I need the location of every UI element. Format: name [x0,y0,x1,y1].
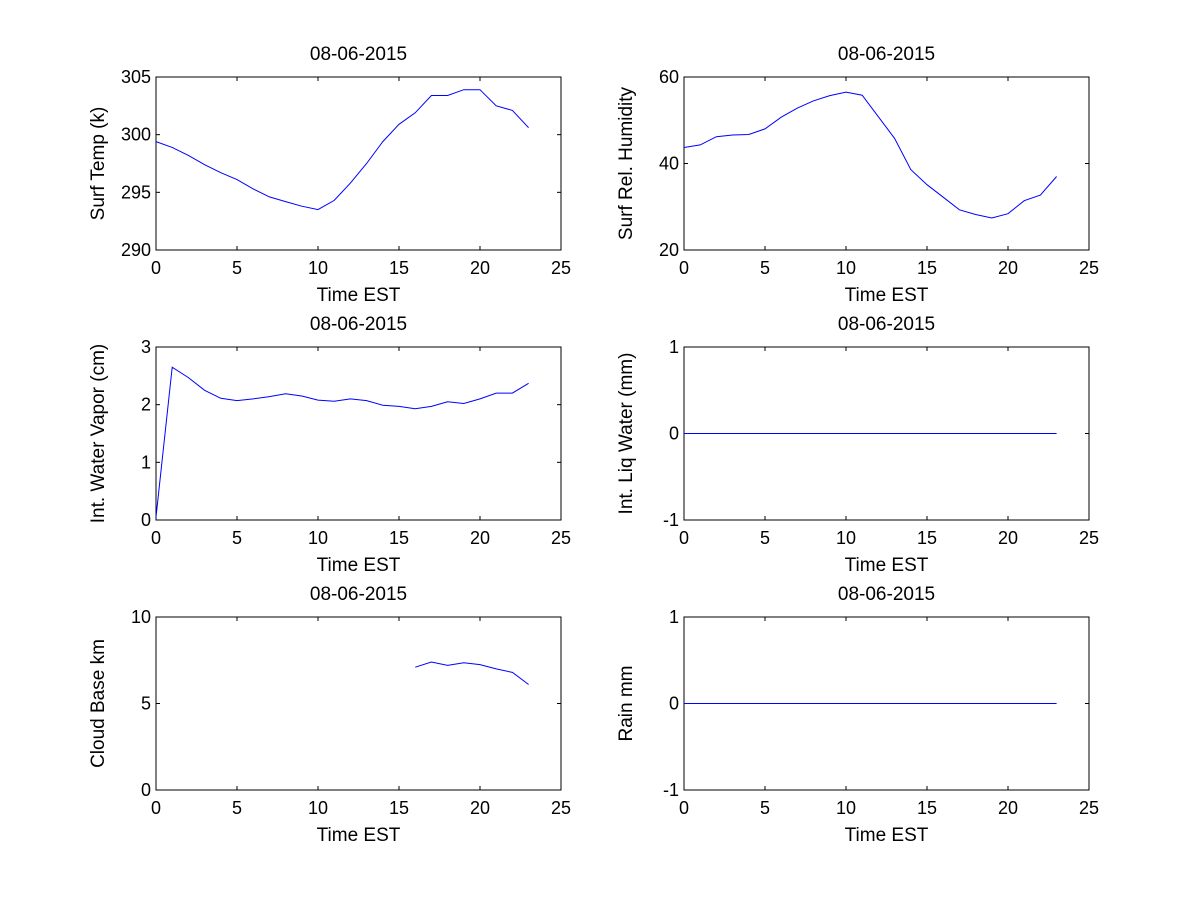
x-tick-label: 15 [917,258,937,278]
y-tick-label: 295 [121,182,151,202]
y-tick-label: 290 [121,240,151,260]
y-tick-label: -1 [663,510,679,530]
x-axis-label: Time EST [845,555,929,576]
subplot-1: 0 5 10 15 20 25 290 295 300 305 08-06-2015 Time EST… [88,44,571,306]
x-tick-label: 25 [551,258,571,278]
y-tick-label: 0 [669,694,679,714]
series-line [155,366,529,518]
x-tick-label: 10 [836,258,856,278]
y-tick-label: 10 [131,607,151,627]
x-tick-label: 15 [917,528,937,548]
subplot-3: 0 5 10 15 20 25 0 1 2 3 08-06-2015 Time EST Int. Wat… [88,314,571,576]
x-axis-label: Time EST [845,285,929,306]
series-line [155,89,529,211]
x-axis-label: Time EST [317,555,401,576]
y-tick-label: 0 [669,424,679,444]
y-tick-label: 305 [121,67,151,87]
x-tick-label: 20 [998,528,1018,548]
x-tick-label: 20 [470,258,490,278]
x-tick-label: 20 [470,528,490,548]
y-axis-label: Int. Water Vapor (cm) [88,344,109,523]
chart-title: 08-06-2015 [310,44,407,65]
y-tick-label: 20 [659,240,679,260]
x-tick-label: 20 [998,258,1018,278]
y-tick-label: 40 [659,154,679,174]
axes-box [155,76,562,251]
y-tick-label: 1 [669,337,679,357]
chart-title: 08-06-2015 [310,314,407,335]
y-tick-label: 1 [669,607,679,627]
x-tick-label: 15 [389,528,409,548]
y-axis-label: Cloud Base km [88,639,109,768]
x-tick-label: 10 [836,798,856,818]
x-tick-label: 10 [308,258,328,278]
x-axis-label: Time EST [845,825,929,846]
x-tick-label: 5 [760,798,770,818]
subplot-5: 0 5 10 15 20 25 0 5 10 08-06-2015 Time EST Cloud Ba… [88,584,571,846]
x-axis-label: Time EST [317,285,401,306]
x-tick-label: 20 [998,798,1018,818]
x-tick-label: 15 [389,258,409,278]
y-axis-label: Surf Temp (k) [88,107,109,221]
chart-title: 08-06-2015 [838,314,935,335]
y-tick-label: 3 [141,337,151,357]
x-tick-label: 25 [1079,528,1099,548]
series-line [683,91,1057,219]
axes-box [155,346,562,521]
y-axis-label: Surf Rel. Humidity [616,86,637,240]
x-tick-label: 0 [679,528,689,548]
x-tick-label: 15 [917,798,937,818]
x-tick-label: 10 [308,528,328,548]
x-tick-label: 5 [760,528,770,548]
y-tick-label: 0 [141,510,151,530]
x-tick-label: 25 [551,798,571,818]
x-tick-label: 0 [679,258,689,278]
x-tick-label: 15 [389,798,409,818]
axes-box [155,616,562,791]
axes-box [683,76,1090,251]
x-tick-label: 20 [470,798,490,818]
x-axis-label: Time EST [317,825,401,846]
x-tick-label: 5 [232,258,242,278]
y-tick-label: 5 [141,694,151,714]
x-tick-label: 25 [1079,258,1099,278]
x-tick-label: 5 [232,528,242,548]
chart-title: 08-06-2015 [310,584,407,605]
chart-title: 08-06-2015 [838,44,935,65]
y-tick-label: 300 [121,125,151,145]
x-tick-label: 25 [1079,798,1099,818]
y-axis-label: Rain mm [616,665,637,741]
y-tick-label: 60 [659,67,679,87]
y-tick-label: 1 [141,452,151,472]
x-tick-label: 5 [232,798,242,818]
y-axis-label: Int. Liq Water (mm) [616,353,637,515]
series-line [415,661,529,685]
x-tick-label: 10 [836,528,856,548]
chart-title: 08-06-2015 [838,584,935,605]
x-tick-label: 10 [308,798,328,818]
x-tick-label: 0 [151,798,161,818]
y-tick-label: 2 [141,395,151,415]
x-tick-label: 5 [760,258,770,278]
y-tick-label: 0 [141,780,151,800]
x-tick-label: 0 [151,258,161,278]
y-tick-label: -1 [663,780,679,800]
x-tick-label: 25 [551,528,571,548]
x-tick-label: 0 [679,798,689,818]
x-tick-label: 0 [151,528,161,548]
subplot-2: 0 5 10 15 20 25 20 40 60 08-06-2015 Time EST Surf R… [616,44,1099,306]
